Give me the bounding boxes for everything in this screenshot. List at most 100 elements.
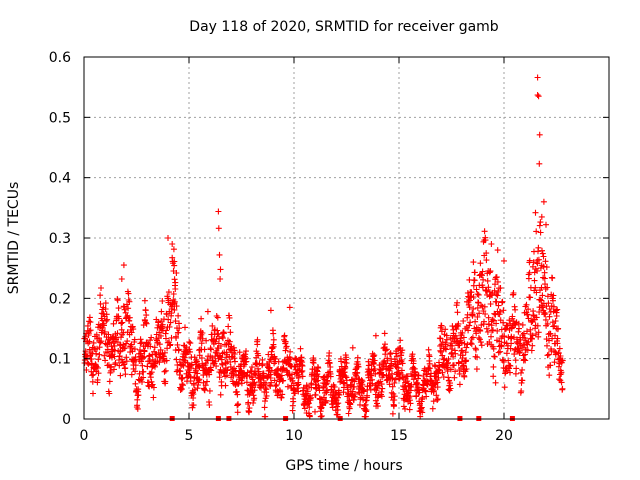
data-point	[465, 327, 472, 334]
y-tick-label: 0.6	[49, 50, 71, 66]
data-point	[384, 357, 391, 364]
data-point	[338, 358, 345, 365]
data-point	[355, 363, 362, 370]
data-point	[463, 357, 470, 364]
data-point	[186, 369, 193, 376]
data-point	[479, 272, 485, 279]
data-point	[249, 376, 256, 383]
data-point	[391, 380, 398, 386]
data-point	[443, 336, 450, 343]
data-point	[190, 391, 197, 398]
data-point	[378, 381, 385, 388]
data-point	[226, 338, 233, 345]
data-point	[467, 340, 474, 346]
data-point	[214, 314, 221, 321]
data-point	[360, 388, 367, 395]
data-point	[540, 253, 547, 260]
data-point	[234, 391, 241, 398]
data-point	[86, 338, 93, 345]
data-point	[352, 391, 358, 398]
data-point	[442, 326, 449, 333]
data-point	[525, 275, 532, 282]
data-point	[389, 375, 396, 382]
data-point	[295, 381, 302, 388]
data-point	[278, 372, 285, 379]
data-point	[498, 343, 505, 350]
data-point	[485, 284, 492, 291]
data-point	[550, 303, 557, 310]
data-point	[475, 291, 482, 298]
data-point	[382, 341, 388, 348]
data-point	[388, 360, 395, 367]
data-point	[538, 297, 545, 304]
data-point	[425, 346, 432, 353]
data-point	[413, 392, 420, 399]
data-point	[374, 403, 381, 410]
data-point	[293, 356, 300, 362]
data-point	[378, 393, 385, 400]
data-point	[334, 403, 341, 410]
data-point	[552, 332, 558, 339]
data-point	[253, 361, 259, 368]
data-point	[171, 276, 178, 283]
data-point	[511, 351, 518, 358]
data-point	[283, 343, 290, 350]
data-point	[398, 356, 405, 363]
data-point	[529, 335, 535, 342]
data-point	[382, 347, 389, 354]
data-point	[469, 311, 476, 318]
outlier-point	[172, 279, 179, 286]
data-point	[208, 367, 215, 374]
outlier-point	[494, 247, 501, 254]
data-point	[180, 382, 186, 389]
data-point	[416, 389, 423, 396]
data-point	[534, 267, 541, 274]
data-point	[88, 350, 94, 356]
data-point	[146, 383, 153, 390]
data-point	[456, 381, 463, 388]
data-point	[507, 369, 513, 376]
data-point	[263, 392, 270, 399]
data-point	[178, 375, 185, 382]
outlier-point	[118, 276, 125, 282]
data-point	[434, 397, 441, 403]
data-point	[124, 338, 131, 345]
data-point	[98, 285, 104, 291]
data-point	[201, 387, 208, 394]
data-point	[341, 369, 348, 376]
data-point	[209, 322, 216, 329]
data-point	[433, 392, 440, 399]
data-point	[518, 345, 525, 352]
data-point	[208, 346, 214, 353]
data-point	[500, 319, 507, 326]
data-point	[537, 296, 544, 303]
data-point	[306, 404, 313, 411]
data-point	[298, 369, 305, 376]
data-point	[392, 376, 399, 383]
data-point	[111, 353, 118, 360]
data-point	[459, 347, 466, 354]
data-point	[230, 344, 237, 351]
y-tick-label: 0	[62, 412, 71, 428]
data-point	[175, 312, 182, 319]
data-point	[487, 301, 494, 307]
data-point	[460, 318, 467, 324]
data-point	[503, 350, 510, 357]
data-point	[515, 328, 522, 335]
data-point	[552, 318, 559, 324]
data-point	[484, 277, 491, 284]
data-point	[410, 358, 417, 364]
data-point	[524, 311, 531, 318]
data-point	[99, 325, 106, 331]
data-point	[108, 363, 115, 370]
data-point	[243, 379, 250, 386]
data-point	[481, 318, 487, 325]
data-point	[407, 400, 414, 407]
data-point	[476, 310, 483, 317]
data-point	[117, 347, 124, 354]
data-point	[452, 332, 459, 339]
data-point	[281, 332, 288, 339]
data-point	[471, 277, 478, 284]
data-point	[435, 374, 442, 381]
data-point	[173, 356, 180, 363]
